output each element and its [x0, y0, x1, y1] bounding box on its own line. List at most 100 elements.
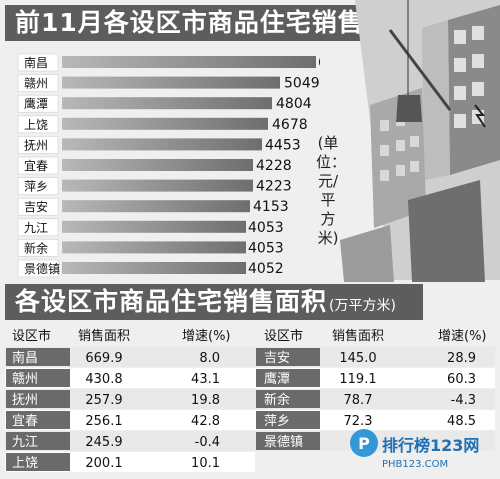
- table-header: 增速(%): [438, 329, 487, 344]
- city-box: [17, 94, 59, 113]
- city-box: [17, 74, 59, 92]
- table-header: 增速(%): [182, 329, 231, 344]
- table-city-cell: [6, 411, 70, 429]
- bar: [62, 117, 268, 130]
- table-growth: 48.5: [447, 414, 476, 429]
- table-city: 上饶: [12, 456, 38, 471]
- chart-title: 前11月各设区市商品住宅销售均价: [15, 8, 416, 37]
- table-city-cell: [256, 369, 320, 387]
- table-city-cell: [256, 348, 320, 366]
- bar-value-label: 4052: [248, 261, 284, 277]
- table-growth: 28.9: [447, 351, 476, 366]
- bar-category-label: 抚州: [24, 138, 48, 152]
- bar-category-label: 宜春: [24, 158, 48, 173]
- bar: [62, 200, 250, 213]
- bar: [62, 220, 246, 233]
- chart-title-banner: 前11月各设区市商品住宅销售均价: [5, 5, 420, 41]
- city-box: [17, 53, 59, 72]
- table-area: 145.0: [339, 351, 376, 366]
- table-area: 430.8: [85, 372, 122, 387]
- table-title-unit: (万平方米): [329, 298, 396, 314]
- table-city-cell: [6, 453, 70, 471]
- bar-category-label: 南昌: [24, 55, 48, 70]
- city-box: [17, 177, 59, 195]
- table-area: 119.1: [339, 372, 376, 387]
- table-header: 设区市: [12, 328, 51, 344]
- bar-category-label: 景德镇: [24, 261, 60, 276]
- bar: [62, 179, 253, 192]
- table-city-cell: [256, 411, 320, 429]
- table-city-cell: [6, 432, 70, 450]
- table-city: 新余: [264, 392, 290, 408]
- bar: [62, 56, 316, 68]
- table-area: 78.7: [344, 393, 373, 408]
- bar-category-label: 萍乡: [24, 180, 48, 194]
- table-growth: 19.8: [191, 393, 220, 408]
- table-city: 南昌: [12, 350, 38, 366]
- bar: [62, 97, 272, 110]
- bar-value-label: 4223: [256, 179, 292, 195]
- bar-category-label: 新余: [24, 240, 48, 255]
- table-area: 257.9: [85, 393, 122, 408]
- table-growth: -0.4: [195, 435, 220, 450]
- bar-category-label: 吉安: [24, 199, 48, 214]
- table-area: 72.3: [344, 414, 373, 429]
- unit-label: (单位：元/平方米): [316, 134, 347, 247]
- bar-category-label: 鹰潭: [24, 96, 48, 111]
- table-growth: 43.1: [191, 372, 220, 387]
- bar-value-label: 4804: [276, 96, 312, 112]
- bar-category-label: 上饶: [24, 118, 48, 132]
- bar-category-label: 赣州: [24, 77, 48, 91]
- city-box: [17, 136, 59, 154]
- table-growth: 8.0: [199, 351, 220, 366]
- bar: [62, 76, 280, 89]
- bar-value-label: 5049: [284, 76, 320, 92]
- table-city: 景德镇: [264, 435, 303, 450]
- bar-value-label: 4453: [265, 137, 301, 153]
- table-area: 669.9: [85, 351, 122, 366]
- table-city-cell: [6, 390, 70, 408]
- table-city: 宜春: [12, 414, 38, 429]
- table-growth: 60.3: [447, 372, 476, 387]
- bar: [62, 241, 246, 254]
- city-box: [17, 156, 59, 175]
- table-title: 各设区市商品住宅销售面积: [15, 287, 328, 316]
- table-header: 销售面积: [332, 328, 384, 344]
- table-header: 销售面积: [78, 328, 130, 344]
- svg-text:P: P: [358, 434, 370, 453]
- table-growth: -4.3: [451, 393, 476, 408]
- building-illustration: [340, 0, 500, 282]
- table-city: 鹰潭: [264, 371, 290, 387]
- table-area: 256.1: [85, 414, 122, 429]
- table-city: 萍乡: [264, 414, 290, 429]
- table-city-cell: [6, 369, 70, 387]
- bar-value-label: 4228: [256, 158, 292, 174]
- table-title-banner: 各设区市商品住宅销售面积 (万平方米): [5, 284, 423, 320]
- table-area: 200.1: [85, 456, 122, 471]
- bar-value-label: 6683: [318, 55, 320, 71]
- watermark-text: 排行榜123网: [382, 436, 479, 455]
- table-city: 抚州: [12, 393, 38, 408]
- price-bar-chart: 南昌 6683 赣州 5049 鹰潭 4804 上饶 4678 抚州 4453 宜春 4228 萍乡 42…: [17, 53, 320, 278]
- table-city: 赣州: [12, 372, 38, 387]
- city-box: [17, 259, 59, 278]
- city-box: [17, 218, 59, 237]
- city-box: [17, 115, 59, 134]
- table-growth: 42.8: [191, 414, 220, 429]
- bar-value-label: 4053: [248, 220, 284, 236]
- table-growth: 10.1: [191, 456, 220, 471]
- watermark: P 排行榜123网 PHB123.COM: [350, 429, 479, 470]
- watermark-logo-icon: [350, 429, 378, 457]
- bar-value-label: 4153: [253, 199, 289, 215]
- bar: [62, 262, 246, 274]
- watermark-sub: PHB123.COM: [382, 459, 448, 470]
- city-box: [17, 197, 59, 216]
- bar-category-label: 九江: [24, 221, 48, 235]
- table-city: 吉安: [264, 351, 290, 366]
- table-city-cell: [256, 432, 320, 450]
- bar: [62, 138, 262, 151]
- city-box: [17, 239, 59, 257]
- table-city-cell: [256, 390, 320, 408]
- bar-value-label: 4053: [248, 240, 284, 256]
